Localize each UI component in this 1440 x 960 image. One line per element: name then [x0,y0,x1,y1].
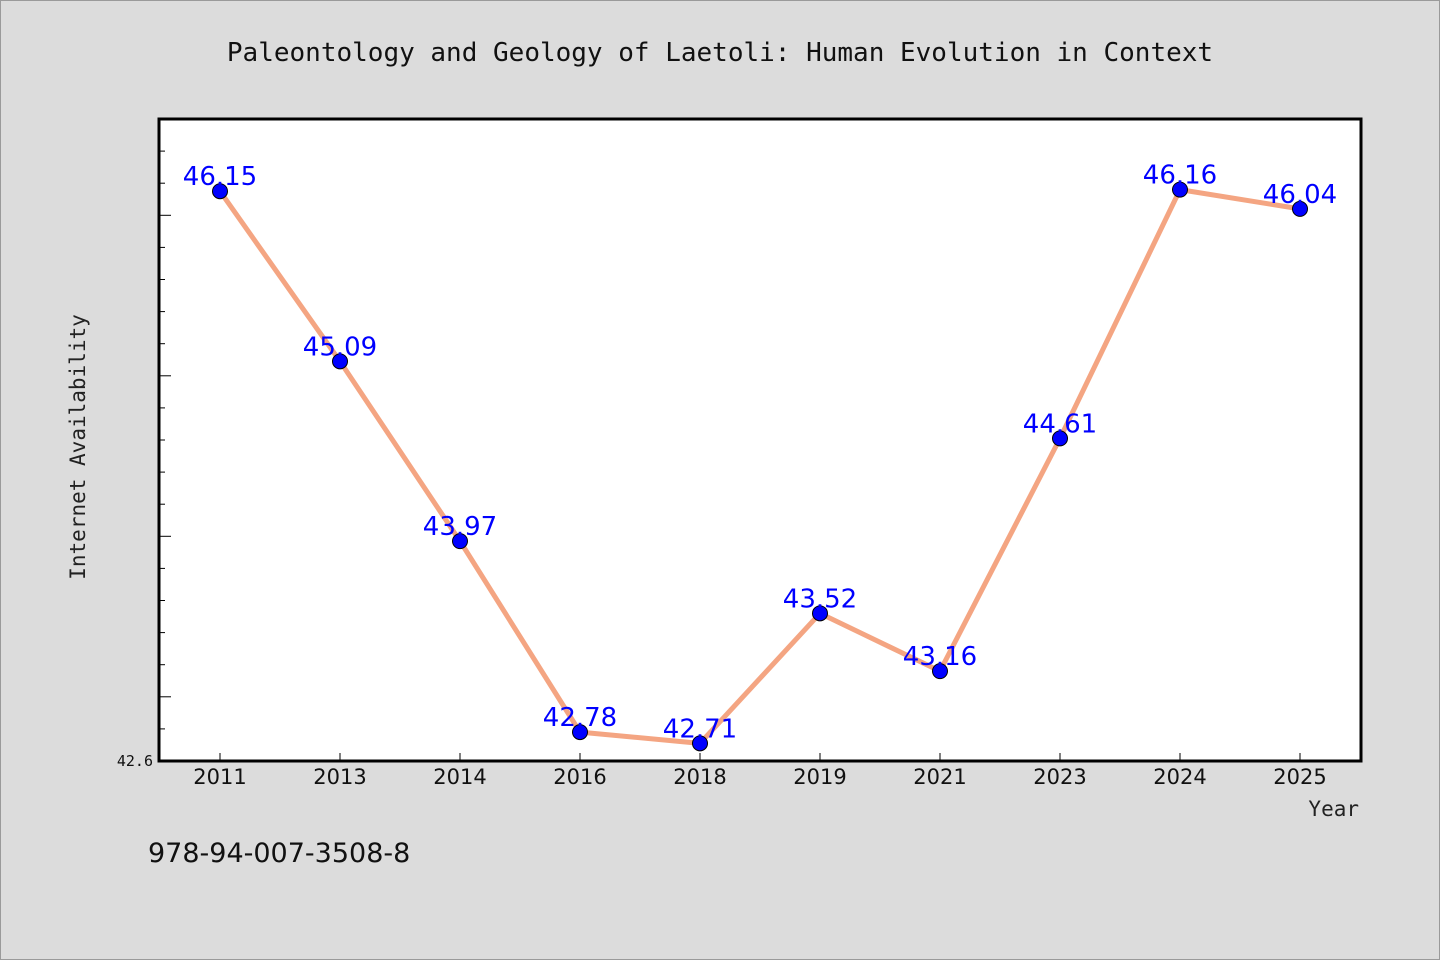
x-tick-label: 2011 [193,765,246,789]
data-label: 46.16 [1143,161,1217,191]
data-label: 46.15 [183,162,257,192]
data-label: 43.52 [783,584,857,614]
plot-area [157,117,1363,763]
y-axis-label: Internet Availability [66,314,90,580]
data-point [452,533,468,550]
x-tick-label: 2018 [673,765,726,789]
x-tick-label: 2025 [1273,765,1326,789]
x-tick-label: 2024 [1153,765,1206,789]
series-line [217,187,1301,746]
data-point [332,353,348,370]
x-tick-label: 2019 [793,765,846,789]
data-point [692,735,708,752]
data-point [1172,181,1188,198]
data-point [812,605,828,622]
data-label: 44.61 [1023,409,1097,439]
y-axis-ticks: 42.6 [117,118,171,770]
series-line-group [217,187,1301,746]
data-label: 45.09 [303,332,377,362]
x-tick-label: 2016 [553,765,606,789]
isbn-text: 978-94-007-3508-8 [148,838,410,869]
y-tick-label: 42.6 [117,752,153,770]
data-label: 43.97 [423,512,497,542]
x-axis-ticks: 2011 2013 2014 2016 2018 2019 2021 2023 2024 2025 [193,753,1327,789]
x-tick-label: 2021 [913,765,966,789]
x-axis-label: Year [1308,797,1359,821]
data-markers [212,181,1308,752]
data-point [572,724,588,741]
data-label: 42.71 [663,714,737,744]
data-label: 46.04 [1263,180,1337,210]
data-labels: 46.15 45.09 43.97 42.78 42.71 43.52 43.16 44.61… [183,161,1337,745]
data-point [932,663,948,680]
data-point [1052,430,1068,447]
data-label: 43.16 [903,642,977,672]
chart-title: Paleontology and Geology of Laetoli: Hum… [227,38,1213,68]
x-tick-label: 2014 [433,765,486,789]
data-point [1292,200,1308,217]
data-label: 42.78 [543,703,617,733]
x-tick-label: 2023 [1033,765,1086,789]
x-tick-label: 2013 [313,765,366,789]
data-point [212,183,228,200]
